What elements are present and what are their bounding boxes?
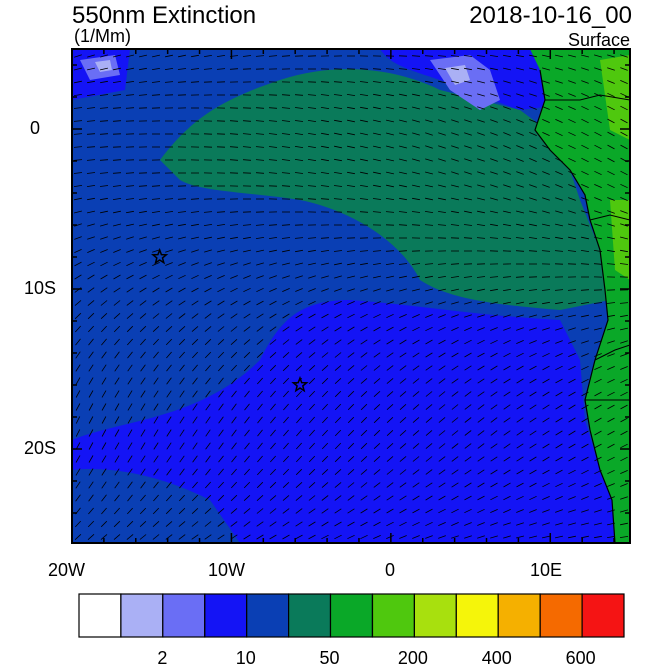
colorbar-label: 2 <box>157 648 167 669</box>
lon-label-10w: 10W <box>208 560 245 581</box>
colorbar <box>79 594 624 637</box>
colorbar-swatch-2 <box>163 594 205 637</box>
colorbar-label: 10 <box>236 648 256 669</box>
lon-label-20w: 20W <box>48 560 85 581</box>
lat-label-0: 0 <box>30 118 40 139</box>
colorbar-swatch-1 <box>121 594 163 637</box>
colorbar-label: 600 <box>566 648 596 669</box>
colorbar-swatch-4 <box>247 594 289 637</box>
lat-label-10s: 10S <box>24 278 56 299</box>
colorbar-swatch-9 <box>456 594 498 637</box>
colorbar-swatch-10 <box>498 594 540 637</box>
lon-label-0: 0 <box>385 560 395 581</box>
colorbar-swatch-7 <box>373 594 415 637</box>
colorbar-swatch-12 <box>582 594 624 637</box>
lon-label-10e: 10E <box>530 560 562 581</box>
colorbar-swatch-5 <box>289 594 331 637</box>
lat-label-20s: 20S <box>24 438 56 459</box>
colorbar-label: 50 <box>320 648 340 669</box>
map-plot-area <box>72 49 630 543</box>
colorbar-swatch-6 <box>331 594 373 637</box>
colorbar-label: 400 <box>482 648 512 669</box>
colorbar-swatch-0 <box>79 594 121 637</box>
colorbar-swatch-8 <box>414 594 456 637</box>
colorbar-label: 200 <box>398 648 428 669</box>
colorbar-swatch-11 <box>540 594 582 637</box>
colorbar-swatch-3 <box>205 594 247 637</box>
